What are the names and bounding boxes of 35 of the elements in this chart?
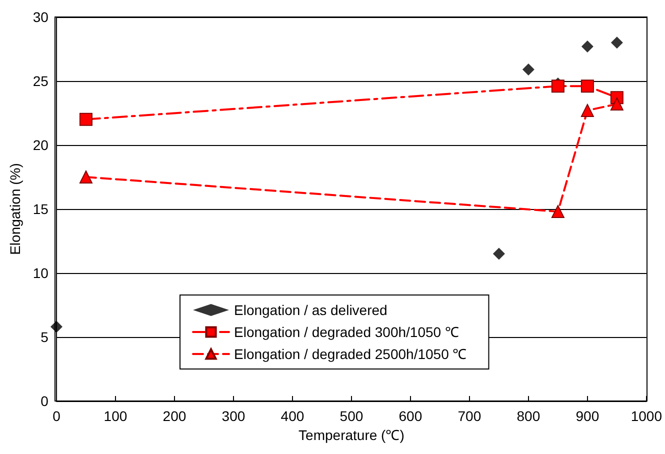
point — [79, 112, 92, 126]
point — [492, 248, 505, 260]
point — [79, 170, 92, 184]
legend-label: Elongation / degraded 2500h/1050 ℃ — [234, 346, 467, 362]
point — [551, 205, 564, 218]
y-tick-label: 0 — [40, 393, 49, 409]
x-tick-label: 500 — [340, 408, 364, 424]
x-tick-label: 0 — [52, 408, 61, 424]
x-tick-label: 300 — [222, 408, 246, 424]
x-tick-label: 900 — [576, 408, 600, 424]
y-axis-title: Elongation (%) — [7, 163, 23, 255]
x-tick-label: 1000 — [630, 408, 662, 424]
y-tick-label: 20 — [32, 137, 49, 153]
point — [610, 98, 624, 111]
y-tick-label: 25 — [32, 73, 49, 89]
x-tick-label: 200 — [162, 408, 186, 424]
y-tick-label: 30 — [32, 9, 49, 25]
x-tick-label: 400 — [280, 408, 304, 424]
point — [50, 320, 62, 333]
point — [610, 36, 623, 49]
point — [580, 104, 594, 117]
x-tick-label: 600 — [398, 408, 422, 424]
point — [580, 80, 594, 93]
point — [522, 63, 534, 76]
x-tick-label: 700 — [458, 408, 482, 424]
legend-label: Elongation / as delivered — [234, 302, 388, 318]
point — [581, 40, 594, 52]
legend-label: Elongation / degraded 300h/1050 ℃ — [234, 324, 459, 340]
y-tick-label: 5 — [40, 329, 49, 345]
x-tick-label: 100 — [104, 408, 128, 424]
point — [551, 80, 564, 93]
x-tick-label: 800 — [516, 408, 540, 424]
y-tick-label: 15 — [32, 201, 49, 217]
y-tick-label: 10 — [32, 265, 49, 281]
x-axis-title: Temperature (℃) — [298, 426, 404, 443]
